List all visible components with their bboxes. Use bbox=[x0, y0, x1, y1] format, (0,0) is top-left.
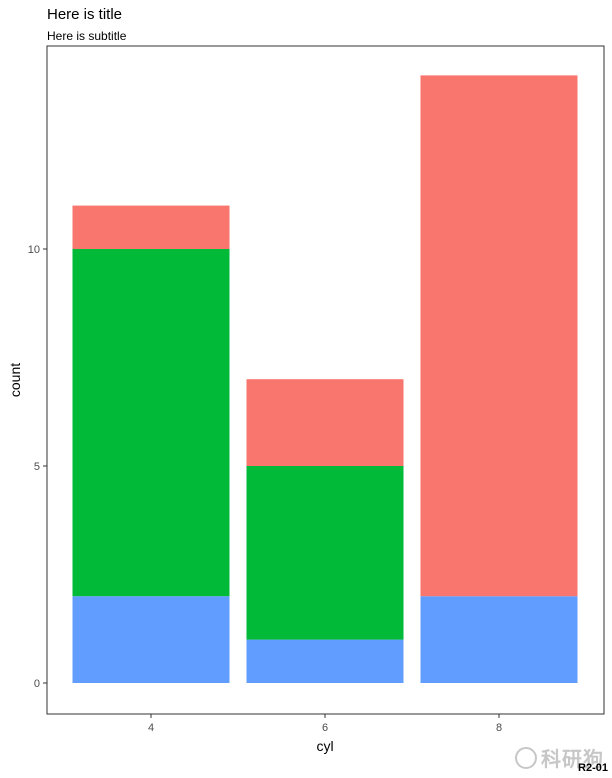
watermark-text: 科研狗 bbox=[541, 749, 604, 771]
y-axis: 0 5 10 bbox=[28, 244, 47, 690]
chart-subtitle: Here is subtitle bbox=[47, 29, 127, 43]
watermark-id: R2-01 bbox=[578, 762, 608, 774]
x-tick-label: 6 bbox=[322, 722, 328, 734]
bar-segment-8-2 bbox=[420, 75, 578, 597]
bar-segment-6-2 bbox=[246, 379, 404, 466]
x-tick-label: 8 bbox=[496, 722, 502, 734]
y-tick-label: 10 bbox=[28, 244, 40, 256]
bar-segment-4-0 bbox=[72, 596, 230, 683]
bar-segment-4-1 bbox=[72, 249, 230, 597]
chart-title: Here is title bbox=[47, 6, 123, 23]
bar-segment-4-2 bbox=[72, 205, 230, 249]
bar-segment-6-1 bbox=[246, 466, 404, 640]
y-tick-label: 0 bbox=[34, 678, 40, 690]
watermark: 科研狗 bbox=[515, 743, 604, 772]
x-axis: 4 6 8 bbox=[148, 714, 502, 734]
x-axis-label: cyl bbox=[316, 738, 333, 754]
x-tick-label: 4 bbox=[148, 722, 154, 734]
y-tick-label: 5 bbox=[34, 461, 40, 473]
y-axis-label: count bbox=[7, 363, 23, 397]
bar-segment-6-0 bbox=[246, 639, 404, 683]
watermark-logo-icon bbox=[515, 746, 537, 769]
bars-group bbox=[72, 75, 578, 683]
bar-segment-8-0 bbox=[420, 596, 578, 683]
